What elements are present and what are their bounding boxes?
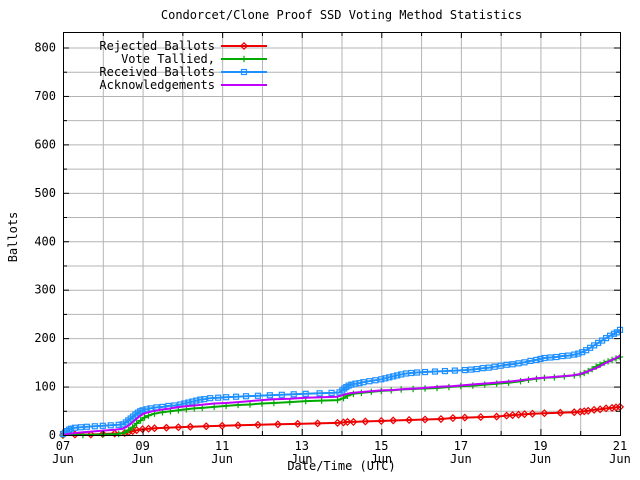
tick-labels: 010020030040050060070080007Jun09Jun11Jun… <box>34 41 631 467</box>
svg-text:0: 0 <box>49 428 56 442</box>
y-axis-label: Ballots <box>6 211 20 263</box>
svg-text:100: 100 <box>34 380 56 394</box>
chart-title: Condorcet/Clone Proof SSD Voting Method … <box>160 8 523 22</box>
svg-text:21: 21 <box>613 439 627 453</box>
x-axis-label: Date/Time (UTC) <box>287 459 396 473</box>
svg-text:800: 800 <box>34 41 56 55</box>
legend-item-received-ballots: Received Ballots <box>99 65 267 79</box>
svg-text:15: 15 <box>374 439 388 453</box>
series-received-ballots <box>59 326 624 438</box>
legend-item-acknowledgements: Acknowledgements <box>99 78 267 92</box>
svg-text:Jun: Jun <box>450 452 472 466</box>
series-acknowledgements <box>62 354 621 436</box>
legend-item-rejected-ballots: Rejected Ballots <box>99 39 267 53</box>
svg-text:300: 300 <box>34 283 56 297</box>
svg-text:Jun: Jun <box>132 452 154 466</box>
svg-text:Received Ballots: Received Ballots <box>99 65 215 79</box>
svg-text:09: 09 <box>135 439 149 453</box>
svg-text:Jun: Jun <box>52 452 74 466</box>
svg-text:13: 13 <box>294 439 308 453</box>
svg-text:07: 07 <box>56 439 70 453</box>
svg-text:Jun: Jun <box>609 452 631 466</box>
svg-text:Jun: Jun <box>291 452 313 466</box>
svg-text:Jun: Jun <box>211 452 233 466</box>
svg-text:400: 400 <box>34 234 56 248</box>
svg-text:19: 19 <box>533 439 547 453</box>
svg-text:17: 17 <box>454 439 468 453</box>
svg-text:Jun: Jun <box>370 452 392 466</box>
grid-lines <box>63 32 620 435</box>
svg-text:200: 200 <box>34 331 56 345</box>
svg-text:11: 11 <box>215 439 229 453</box>
svg-text:Vote Tallied,: Vote Tallied, <box>121 52 215 66</box>
svg-text:700: 700 <box>34 89 56 103</box>
svg-text:Jun: Jun <box>530 452 552 466</box>
svg-text:600: 600 <box>34 137 56 151</box>
axis-ticks <box>63 32 621 436</box>
svg-text:Rejected Ballots: Rejected Ballots <box>99 39 215 53</box>
legend-item-vote-tallied: Vote Tallied, <box>121 52 267 66</box>
svg-text:Acknowledgements: Acknowledgements <box>99 78 215 92</box>
svg-text:500: 500 <box>34 186 56 200</box>
